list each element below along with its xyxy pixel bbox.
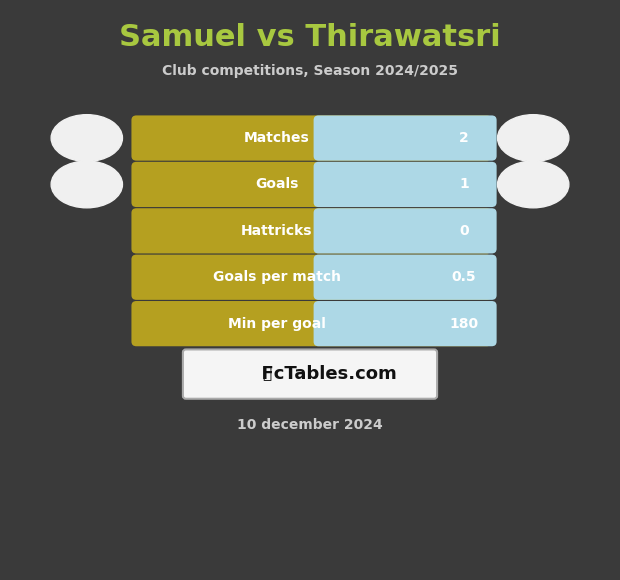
FancyBboxPatch shape	[131, 162, 492, 207]
FancyBboxPatch shape	[314, 255, 497, 300]
Text: 10 december 2024: 10 december 2024	[237, 418, 383, 432]
Text: FcTables.com: FcTables.com	[249, 365, 396, 383]
Text: Matches: Matches	[244, 131, 309, 145]
FancyBboxPatch shape	[131, 208, 492, 253]
FancyBboxPatch shape	[315, 163, 490, 206]
Text: Hattricks: Hattricks	[241, 224, 312, 238]
FancyBboxPatch shape	[315, 209, 490, 252]
Ellipse shape	[498, 161, 569, 208]
Text: 180: 180	[450, 317, 479, 331]
Text: 1: 1	[459, 177, 469, 191]
FancyBboxPatch shape	[183, 349, 437, 399]
FancyBboxPatch shape	[314, 115, 497, 161]
Text: 0.5: 0.5	[451, 270, 476, 284]
FancyBboxPatch shape	[315, 117, 490, 160]
FancyBboxPatch shape	[315, 256, 490, 299]
Ellipse shape	[498, 115, 569, 161]
FancyBboxPatch shape	[131, 255, 492, 300]
Text: Min per goal: Min per goal	[228, 317, 326, 331]
FancyBboxPatch shape	[315, 302, 490, 345]
FancyBboxPatch shape	[131, 115, 492, 161]
FancyBboxPatch shape	[314, 208, 497, 253]
FancyBboxPatch shape	[131, 301, 492, 346]
Ellipse shape	[51, 115, 123, 161]
Ellipse shape	[51, 161, 123, 208]
Text: Samuel vs Thirawatsri: Samuel vs Thirawatsri	[119, 23, 501, 52]
Text: 2: 2	[459, 131, 469, 145]
Text: Goals per match: Goals per match	[213, 270, 340, 284]
Text: Club competitions, Season 2024/2025: Club competitions, Season 2024/2025	[162, 64, 458, 78]
FancyBboxPatch shape	[314, 162, 497, 207]
Text: 0: 0	[459, 224, 469, 238]
Text: Goals: Goals	[255, 177, 298, 191]
Text: 📊: 📊	[262, 367, 271, 382]
FancyBboxPatch shape	[314, 301, 497, 346]
